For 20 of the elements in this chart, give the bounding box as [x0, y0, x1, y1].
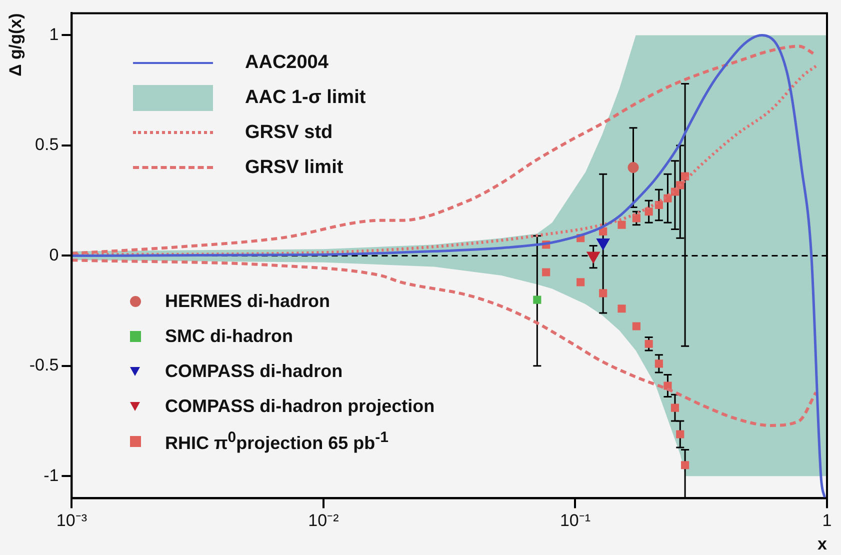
y-tick-label: -0.5 [29, 356, 59, 375]
x-tick-label: 1 [822, 511, 832, 530]
legend-label: SMC di-hadron [165, 326, 293, 347]
x-axis-title: x [818, 534, 828, 554]
x-tick-label: 10⁻¹ [560, 511, 591, 530]
y-tick-label: 0.5 [35, 135, 59, 154]
y-axis-title: Δ g/g(x) [6, 13, 25, 76]
y-tick-label: -1 [44, 466, 59, 485]
y-tick-label: 0 [49, 245, 59, 264]
y-tick-label: 1 [49, 24, 59, 44]
legend-label: RHIC π$^{0}$projection 65 pb$^{-1}$ [165, 429, 388, 454]
legend-label: GRSV std [245, 122, 333, 144]
x-tick-label: 10⁻² [308, 511, 340, 530]
legend-label: HERMES di-hadron [165, 291, 330, 312]
legend-label: GRSV limit [245, 156, 344, 178]
legend-label: COMPASS di-hadron projection [165, 396, 435, 417]
legend-label: COMPASS di-hadron [165, 361, 343, 382]
x-tick-label: 10⁻³ [56, 511, 88, 530]
legend-label: AAC2004 [245, 52, 328, 74]
annotation: AAC 1-σ limit [245, 86, 366, 108]
